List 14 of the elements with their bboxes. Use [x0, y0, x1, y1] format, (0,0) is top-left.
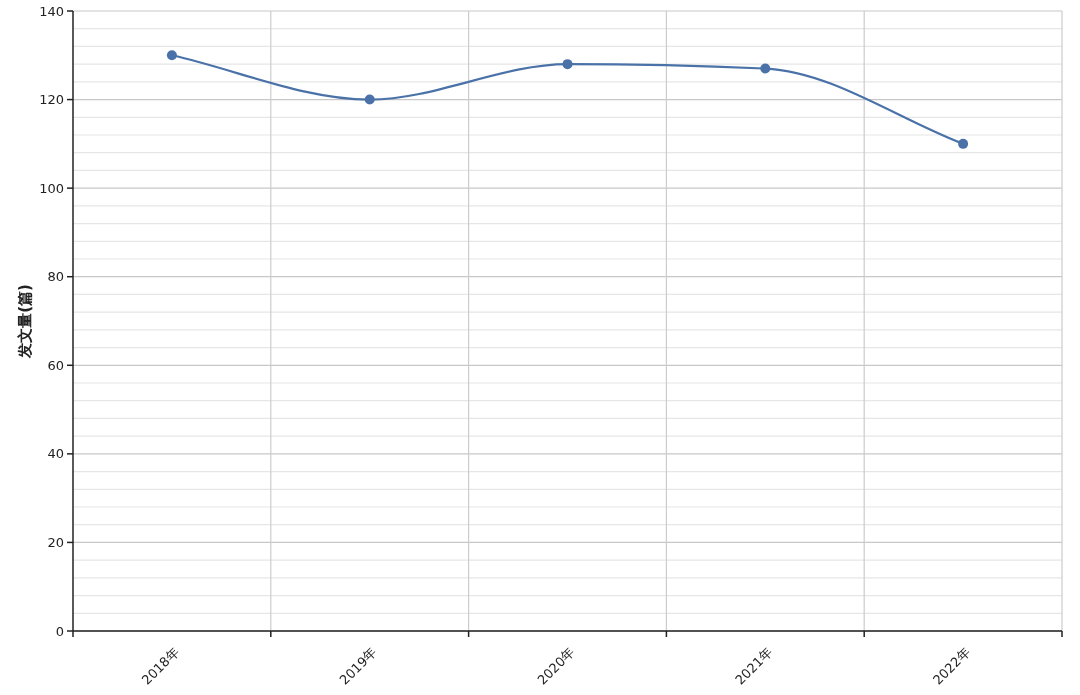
y-tick-label: 140 — [39, 3, 64, 19]
y-tick-label: 0 — [55, 623, 64, 639]
point — [166, 50, 177, 61]
y-tick-label: 120 — [39, 92, 64, 108]
point — [760, 63, 771, 74]
y-tick-label: 100 — [39, 180, 64, 196]
point — [562, 59, 573, 70]
y-tick-label: 20 — [47, 534, 64, 550]
y-axis-title: 发文量(篇) — [16, 284, 34, 359]
y-tick-label: 80 — [47, 269, 64, 285]
y-tick-label: 40 — [47, 446, 64, 462]
point — [364, 94, 375, 105]
y-tick-label: 60 — [47, 357, 64, 373]
point — [958, 138, 969, 149]
